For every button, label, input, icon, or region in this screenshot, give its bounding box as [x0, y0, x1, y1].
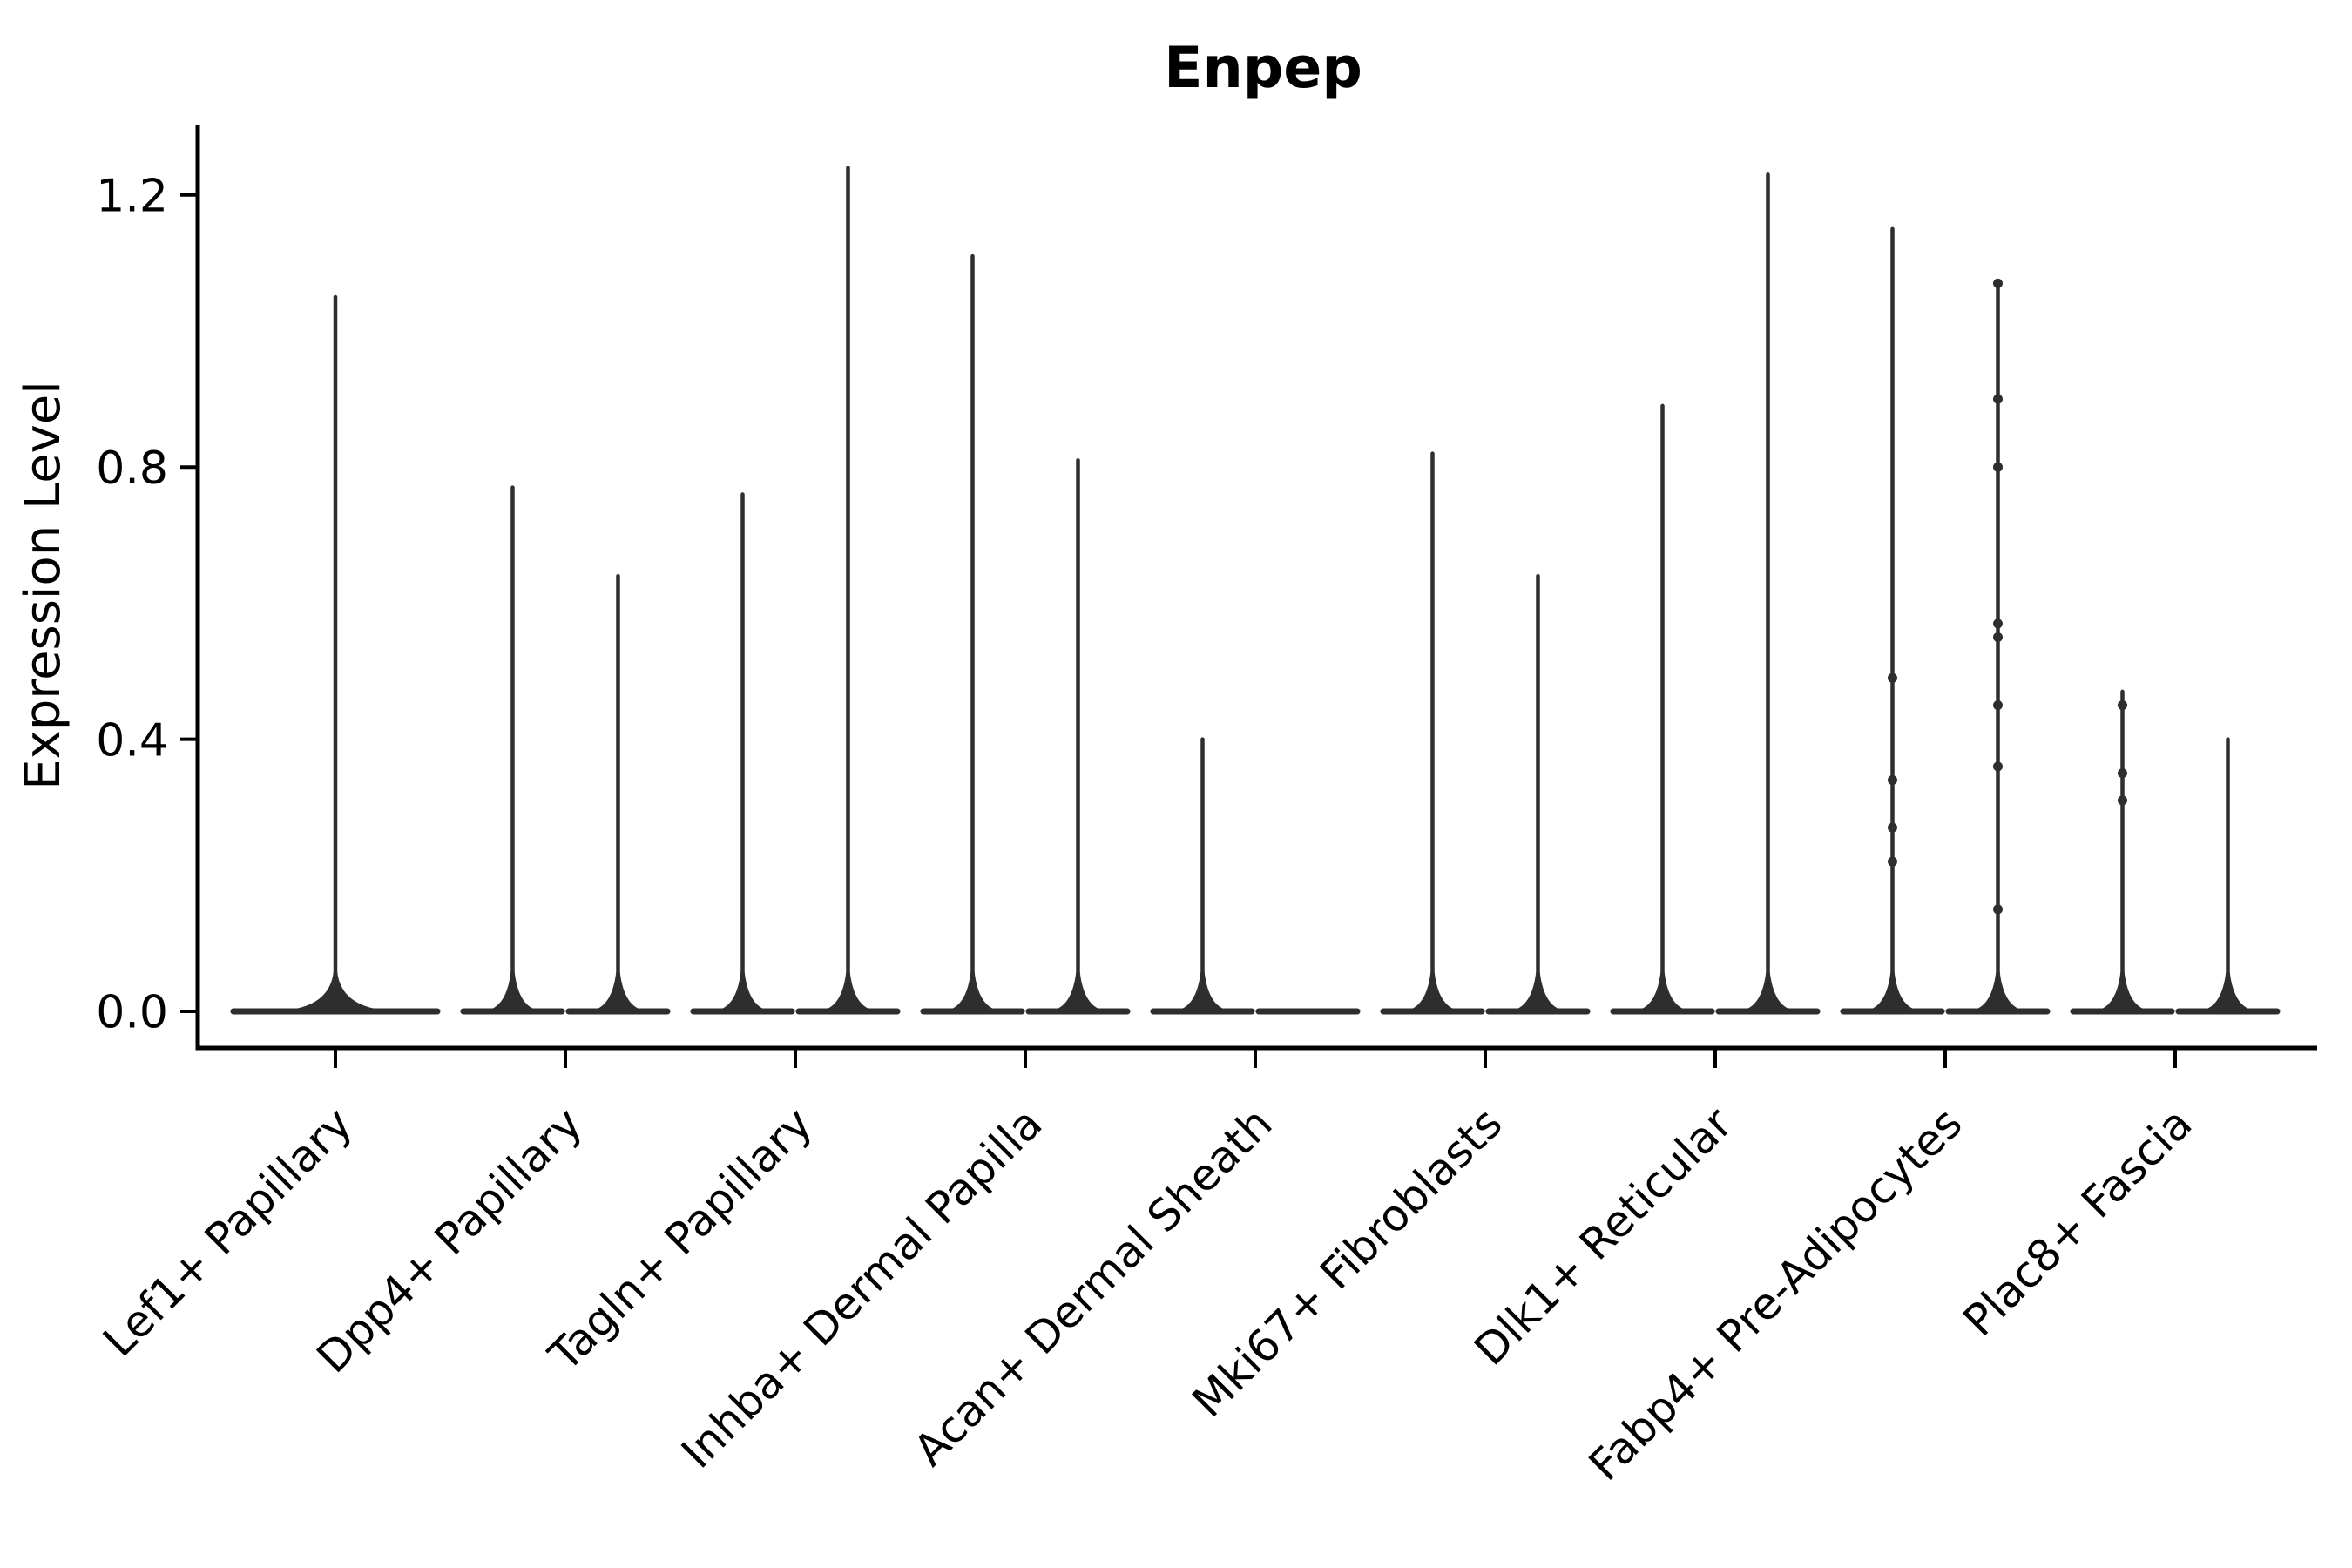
expression-point [1888, 774, 1897, 785]
violin [1150, 737, 1255, 1015]
expression-point [1993, 700, 2003, 711]
violin [1715, 172, 1821, 1015]
violin [1485, 573, 1591, 1015]
violin [1610, 403, 1715, 1015]
expression-point [1993, 618, 2003, 629]
expression-point [1993, 394, 2003, 404]
violin [230, 294, 441, 1015]
y-tick-label: 0.8 [96, 443, 168, 495]
y-axis-title: Expression Level [15, 381, 71, 790]
violins-layer [230, 166, 2281, 1015]
violin [1025, 458, 1131, 1015]
x-tick-label: Plac8+ Fascia [1954, 1098, 2202, 1346]
chart-title: Enpep [1164, 36, 1362, 101]
violin [565, 573, 671, 1015]
violin [460, 485, 565, 1015]
y-tick-label: 0.0 [96, 987, 168, 1039]
expression-point [1888, 672, 1897, 683]
violin [690, 492, 795, 1015]
violin [1945, 278, 2051, 1015]
x-tick-label: Lef1+ Papillary [93, 1098, 362, 1366]
x-tick-label: Fabp4+ Pre-Adipocytes [1579, 1098, 1972, 1490]
expression-point [2118, 768, 2127, 779]
expression-point [1993, 278, 2003, 288]
expression-point [2118, 795, 2127, 806]
expression-point [1993, 761, 2003, 772]
y-tick-label: 0.4 [96, 714, 168, 767]
expression-point [1993, 462, 2003, 472]
expression-point [1888, 856, 1897, 867]
expression-point [1888, 822, 1897, 833]
expression-point [1993, 632, 2003, 642]
violin [2070, 689, 2175, 1015]
violin [920, 253, 1025, 1015]
violin [1380, 451, 1485, 1015]
y-tick-label: 1.2 [96, 171, 168, 223]
violin [1840, 226, 1945, 1015]
violin [795, 166, 901, 1015]
expression-point [2118, 700, 2127, 711]
expression-point [1993, 904, 2003, 915]
violin [2175, 737, 2281, 1015]
